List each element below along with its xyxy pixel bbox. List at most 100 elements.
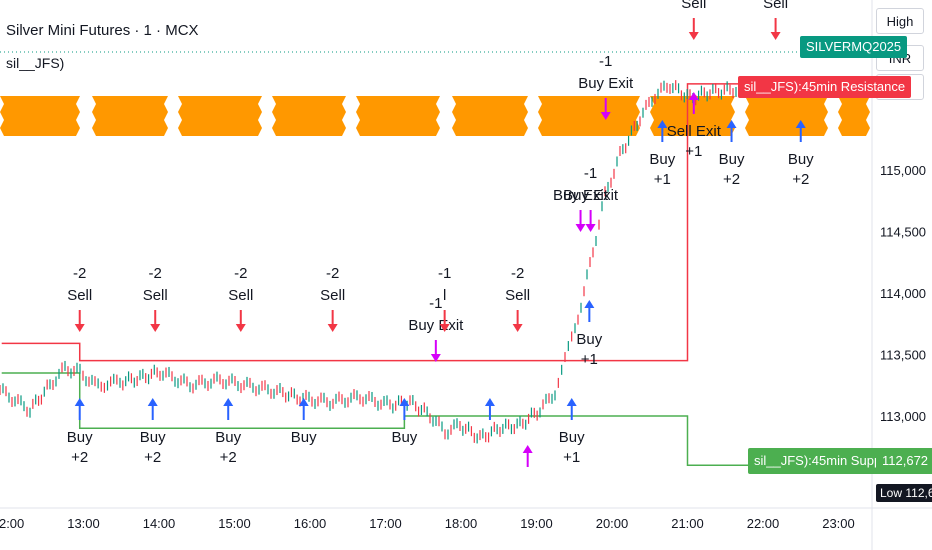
signal-band-segment (745, 96, 828, 136)
signal-label: -2 (234, 265, 247, 282)
signal-label: Sell (228, 287, 253, 304)
signal-label: Buy (719, 151, 745, 168)
signal-arrow-head (585, 224, 596, 232)
signal-arrow-head (657, 120, 668, 128)
x-tick-label: 20:00 (596, 516, 629, 531)
y-tick-label: 113,000 (880, 409, 926, 424)
x-tick-label: 17:00 (369, 516, 402, 531)
signal-arrow-head (399, 398, 410, 406)
signal-label: Sell (143, 287, 168, 304)
signal-label: +1 (685, 143, 702, 160)
signal-label: +1 (581, 351, 598, 368)
indicator-label[interactable]: sil__JFS) (6, 55, 65, 71)
signal-label: -2 (326, 265, 339, 282)
signal-arrow-head (726, 120, 737, 128)
signal-arrow-head (512, 324, 523, 332)
signal-label: Sell (67, 287, 92, 304)
signal-label: Buy (559, 429, 585, 446)
resistance-tag: sil__JFS):45min Resistance (738, 76, 912, 98)
signal-band-segment (178, 96, 262, 136)
signal-label: Sell (763, 0, 788, 12)
signal-label: +2 (144, 449, 161, 466)
x-tick-label: 22:00 (747, 516, 780, 531)
signal-arrow-head (74, 324, 85, 332)
signal-label: Sell Exit (667, 123, 722, 140)
low-label: Low (880, 486, 903, 500)
signal-label: Buy (576, 331, 602, 348)
signal-band-segment (356, 96, 440, 136)
signal-label: +2 (71, 449, 88, 466)
signal-label: Buy Exit (578, 75, 634, 92)
support-line (1, 372, 872, 466)
signal-label: -2 (73, 265, 86, 282)
chart-title: Silver Mini Futures · 1 · MCX (6, 22, 199, 39)
signal-arrow-head (147, 398, 158, 406)
signal-arrow-head (327, 324, 338, 332)
x-tick-label: 15:00 (218, 516, 251, 531)
x-tick-label: 14:00 (143, 516, 176, 531)
low-value: 112,672 (905, 486, 932, 500)
signal-arrow-head (688, 92, 699, 100)
signal-label: +1 (563, 449, 580, 466)
signal-arrow-head (223, 398, 234, 406)
signal-label: Buy Exit (408, 317, 464, 334)
signal-band-segment (92, 96, 168, 136)
signal-label: Buy (140, 429, 166, 446)
y-tick-label: 114,000 (880, 286, 926, 301)
x-tick-label: 21:00 (671, 516, 704, 531)
signal-label: Sell (505, 287, 530, 304)
signal-label: Sell (320, 287, 345, 304)
signal-label: Buy Exit (563, 187, 619, 204)
signal-label: -2 (149, 265, 162, 282)
signal-band (0, 96, 870, 136)
signal-label: +2 (220, 449, 237, 466)
signal-band-segment (452, 96, 528, 136)
signal-arrow-head (484, 398, 495, 406)
signal-arrow-head (770, 32, 781, 40)
x-tick-label: 16:00 (294, 516, 327, 531)
y-tick-label: 113,500 (880, 348, 926, 363)
signal-label: Buy (67, 429, 93, 446)
x-tick-label: 18:00 (445, 516, 478, 531)
signal-label: l (443, 287, 446, 304)
y-tick-label: 115,000 (880, 163, 926, 178)
signal-label: +1 (654, 171, 671, 188)
signal-band-segment (538, 96, 640, 136)
support-value-tag: 112,672 (876, 448, 932, 474)
resistance-line (1, 83, 872, 362)
signal-band-segment (650, 96, 735, 136)
signal-label: -1 (584, 165, 597, 182)
signal-arrow-head (600, 112, 611, 120)
high-button[interactable]: High (876, 8, 924, 34)
signal-label: Buy (649, 151, 675, 168)
signal-label: Sell (681, 0, 706, 12)
y-tick-label: 114,500 (880, 225, 926, 240)
signal-label: -1 (438, 265, 451, 282)
x-tick-label: 13:00 (67, 516, 100, 531)
x-tick-label: 23:00 (822, 516, 855, 531)
signal-band-segment (838, 96, 870, 136)
signal-band-segment (0, 96, 80, 136)
signal-label: +2 (792, 171, 809, 188)
signal-arrow-head (584, 300, 595, 308)
signal-arrow-head (150, 324, 161, 332)
low-tag: Low 112,672 (876, 484, 932, 502)
signal-arrow-head (566, 398, 577, 406)
signal-arrow-head (235, 324, 246, 332)
signal-label: Buy (291, 429, 317, 446)
signal-label: Buy Exit (553, 187, 609, 204)
x-tick-label: 12:00 (0, 516, 24, 531)
signal-arrow-head (430, 354, 441, 362)
signal-arrow-head (439, 324, 450, 332)
signal-label: -1 (599, 53, 612, 70)
signal-label: Buy (215, 429, 241, 446)
signal-arrow-head (688, 32, 699, 40)
signal-arrow-head (575, 224, 586, 232)
signal-band-segment (272, 96, 346, 136)
signal-label: Buy (391, 429, 417, 446)
signal-label: -2 (511, 265, 524, 282)
signal-label: +2 (723, 171, 740, 188)
x-tick-label: 19:00 (520, 516, 553, 531)
signal-arrow-head (795, 120, 806, 128)
